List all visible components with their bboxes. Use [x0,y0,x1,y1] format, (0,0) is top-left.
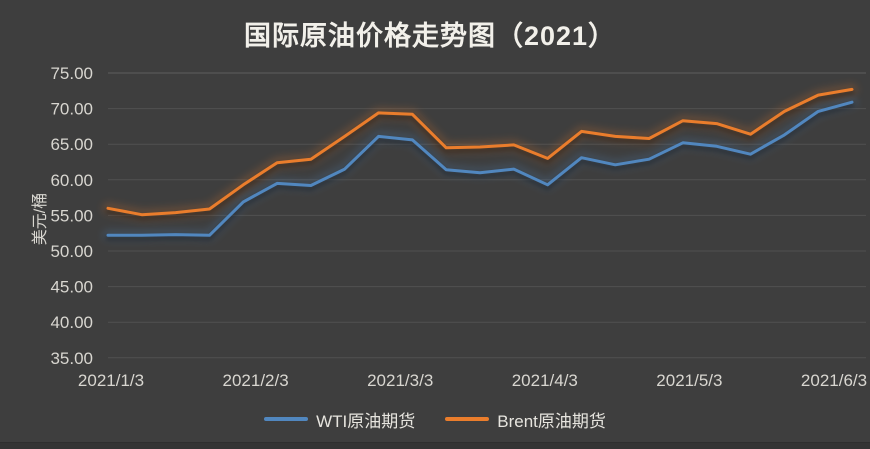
chart-title: 国际原油价格走势图（2021） [243,21,617,51]
x-tick-label: 2021/5/3 [656,371,722,390]
y-tick-label: 65.00 [50,135,93,154]
wti-line-swatch-icon [264,417,309,421]
bottom-edge-strip [0,442,870,449]
y-tick-label: 75.00 [50,64,93,83]
y-tick-label: 40.00 [50,313,93,332]
x-tick-label: 2021/2/3 [223,371,289,390]
y-tick-label: 50.00 [50,242,93,261]
y-tick-label: 35.00 [50,349,93,368]
chart-legend: WTI原油期货 Brent原油期货 [0,406,870,432]
y-tick-label: 60.00 [50,171,93,190]
y-tick-label: 45.00 [50,278,93,297]
brent-line-swatch-icon [445,417,490,421]
x-tick-label: 2021/3/3 [367,371,433,390]
wti-legend-label: WTI原油期货 [316,411,416,431]
y-tick-label: 55.00 [50,206,93,225]
wti-line-series [102,96,858,241]
brent-legend-label: Brent原油期货 [497,411,606,431]
brent-line-series [102,83,858,221]
y-tick-label: 70.00 [50,100,93,119]
legend-item-wti: WTI原油期货 [264,407,415,432]
x-tick-label: 2021/1/3 [78,371,144,390]
x-tick-label: 2021/6/3 [801,371,867,390]
legend-item-brent: Brent原油期货 [445,407,606,432]
x-tick-label: 2021/4/3 [512,371,578,390]
